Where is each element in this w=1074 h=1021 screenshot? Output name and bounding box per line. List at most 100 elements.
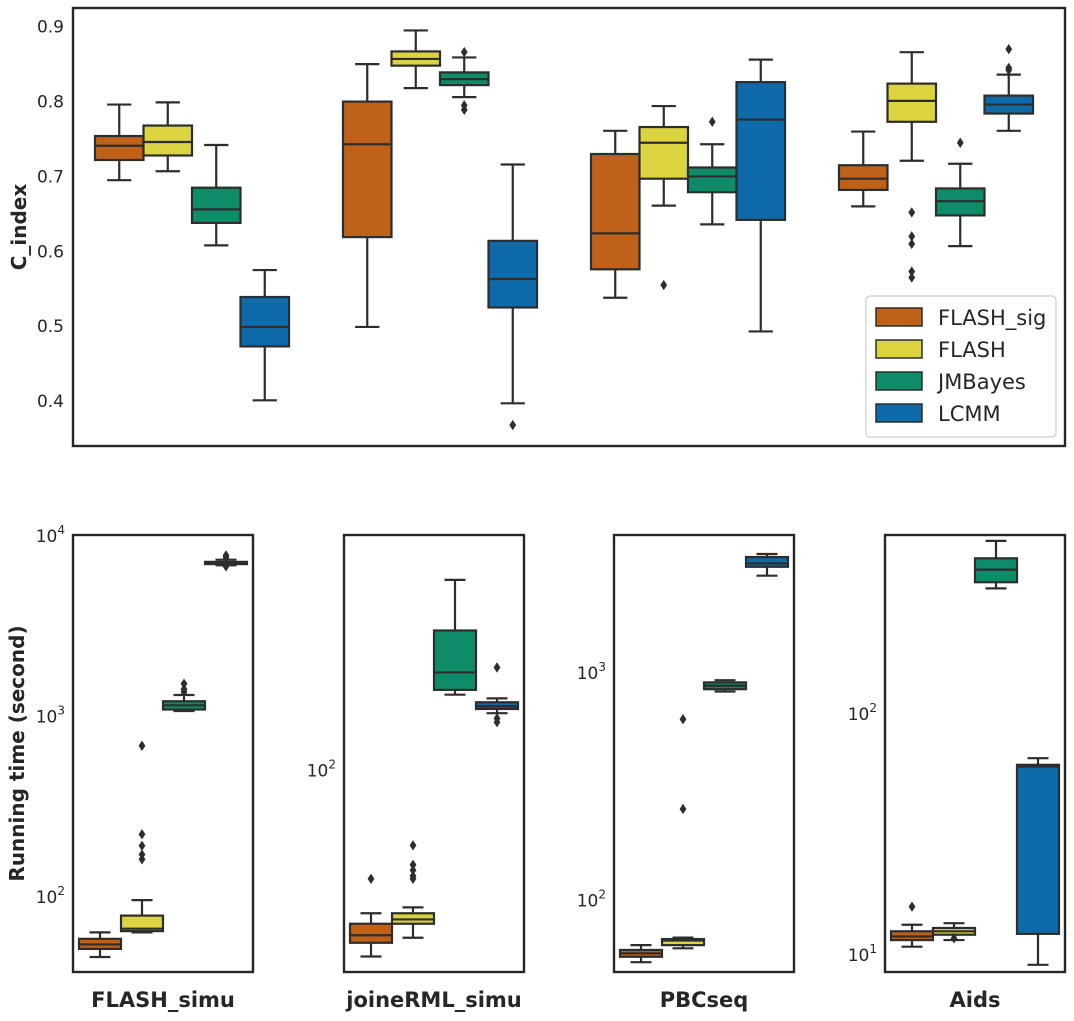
- outlier-point: [956, 137, 964, 148]
- box-joinerml-simu-lcmm: [487, 163, 539, 431]
- category-label-pbcseq: PBCseq: [660, 988, 749, 1012]
- outlier-point: [138, 740, 146, 752]
- box-aids-flash: [886, 51, 938, 283]
- outlier-point: [409, 870, 417, 882]
- category-label-flash-simu: FLASH_simu: [91, 988, 235, 1012]
- box-flash-simu-flash-sig: [77, 931, 123, 959]
- y-tick-label: 103: [36, 704, 65, 728]
- plot-frame: [71, 533, 255, 974]
- outlier-point: [950, 933, 958, 944]
- box-pbcseq-flash: [638, 104, 690, 291]
- outlier-point: [460, 104, 468, 116]
- y-tick-label: 101: [848, 942, 877, 966]
- outlier-point: [222, 561, 230, 572]
- panel-joinerml-simu: 102 joineRML_simu: [307, 533, 526, 1012]
- box-aids-jmbayes: [934, 137, 986, 248]
- box-aids-flash-sig: [837, 130, 889, 208]
- y-tick-label: 0.6: [37, 242, 64, 262]
- box-iqr: [93, 134, 145, 162]
- outlier-point: [908, 901, 916, 912]
- plot-frame: [342, 533, 526, 974]
- box-joinerml-simu-jmbayes: [438, 46, 490, 116]
- box-pbcseq-jmbayes: [686, 116, 738, 226]
- outlier-point: [660, 279, 668, 291]
- y-tick-label: 102: [307, 757, 336, 781]
- box-joinerml-simu-flash-sig: [348, 873, 394, 958]
- box-iqr: [735, 81, 787, 221]
- legend-swatch-lcmm: [875, 403, 923, 423]
- outlier-point: [493, 713, 501, 724]
- box-aids-jmbayes: [973, 539, 1019, 590]
- box-iqr: [142, 124, 194, 157]
- box-joinerml-simu-flash: [390, 29, 442, 90]
- outlier-point: [908, 272, 916, 283]
- outlier-point: [908, 238, 916, 250]
- group-aids: [837, 43, 1035, 283]
- box-iqr: [348, 922, 394, 944]
- outlier-point: [460, 46, 468, 58]
- box-iqr: [239, 295, 291, 348]
- group-joinerml-simu: [341, 29, 539, 431]
- outlier-point: [409, 859, 417, 870]
- y-tick-label: 102: [577, 887, 606, 911]
- box-iqr: [744, 555, 790, 568]
- box-iqr: [487, 239, 539, 309]
- box-flash-simu-lcmm: [239, 268, 291, 402]
- y-tick-label: 102: [36, 884, 65, 908]
- legend-label-lcmm: LCMM: [938, 402, 1001, 426]
- box-iqr: [837, 164, 889, 192]
- outlier-point: [908, 266, 916, 277]
- outlier-point: [679, 803, 687, 815]
- box-flash-simu-jmbayes: [190, 143, 242, 247]
- legend-frame: [865, 295, 1057, 438]
- outlier-point: [138, 840, 146, 851]
- box-iqr: [660, 937, 706, 947]
- plot-frame: [612, 533, 796, 974]
- legend-label-flash: FLASH: [938, 338, 1006, 362]
- category-label-joinerml-simu: joineRML_simu: [345, 988, 522, 1012]
- box-flash-simu-jmbayes: [161, 678, 207, 713]
- box-flash-simu-flash: [119, 740, 165, 934]
- outlier-point: [367, 873, 375, 885]
- outlier-point: [180, 678, 188, 689]
- outlier-point: [908, 207, 916, 218]
- y-tick-label: 0.5: [37, 317, 64, 337]
- group-pbcseq: [589, 58, 787, 333]
- box-pbcseq-lcmm: [744, 552, 790, 577]
- outlier-point: [1005, 64, 1013, 76]
- group-flash-simu: [93, 101, 291, 402]
- box-iqr: [638, 125, 690, 180]
- legend-swatch-flash: [875, 339, 923, 359]
- box-iqr: [190, 186, 242, 224]
- box-aids-lcmm: [983, 43, 1035, 132]
- box-joinerml-simu-lcmm: [474, 662, 520, 728]
- box-iqr: [341, 100, 393, 239]
- y-tick-label: 0.8: [37, 93, 64, 113]
- legend-swatch-flash-sig: [875, 307, 923, 327]
- box-pbcseq-flash: [660, 714, 706, 950]
- legend: FLASH_sig FLASH JMBayes LCMM: [865, 295, 1057, 438]
- running-time-panels: Running time (second) 102 103 104 FLASH_simu…: [5, 523, 1067, 1012]
- outlier-point: [180, 683, 188, 695]
- box-iqr: [589, 152, 641, 271]
- box-iqr: [686, 166, 738, 194]
- outlier-point: [138, 849, 146, 860]
- box-flash-simu-lcmm: [203, 550, 249, 572]
- box-pbcseq-lcmm: [735, 58, 787, 333]
- outlier-point: [409, 864, 417, 876]
- box-pbcseq-jmbayes: [702, 679, 748, 693]
- outlier-point: [509, 419, 517, 431]
- y-tick-label: 102: [848, 701, 877, 725]
- outlier-point: [908, 231, 916, 242]
- outlier-point: [1005, 43, 1013, 55]
- box-pbcseq-flash-sig: [618, 944, 664, 964]
- y-tick-label: 103: [577, 660, 606, 684]
- y-axis-title-running-time: Running time (second): [5, 625, 29, 881]
- box-aids-lcmm: [1015, 757, 1061, 966]
- box-joinerml-simu-flash: [390, 840, 436, 939]
- legend-label-flash-sig: FLASH_sig: [938, 306, 1046, 331]
- box-iqr: [1015, 763, 1061, 935]
- category-label-aids: Aids: [950, 988, 1001, 1012]
- panel-aids: 101 102 Aids: [848, 533, 1067, 1012]
- y-tick-label: 0.4: [37, 392, 64, 412]
